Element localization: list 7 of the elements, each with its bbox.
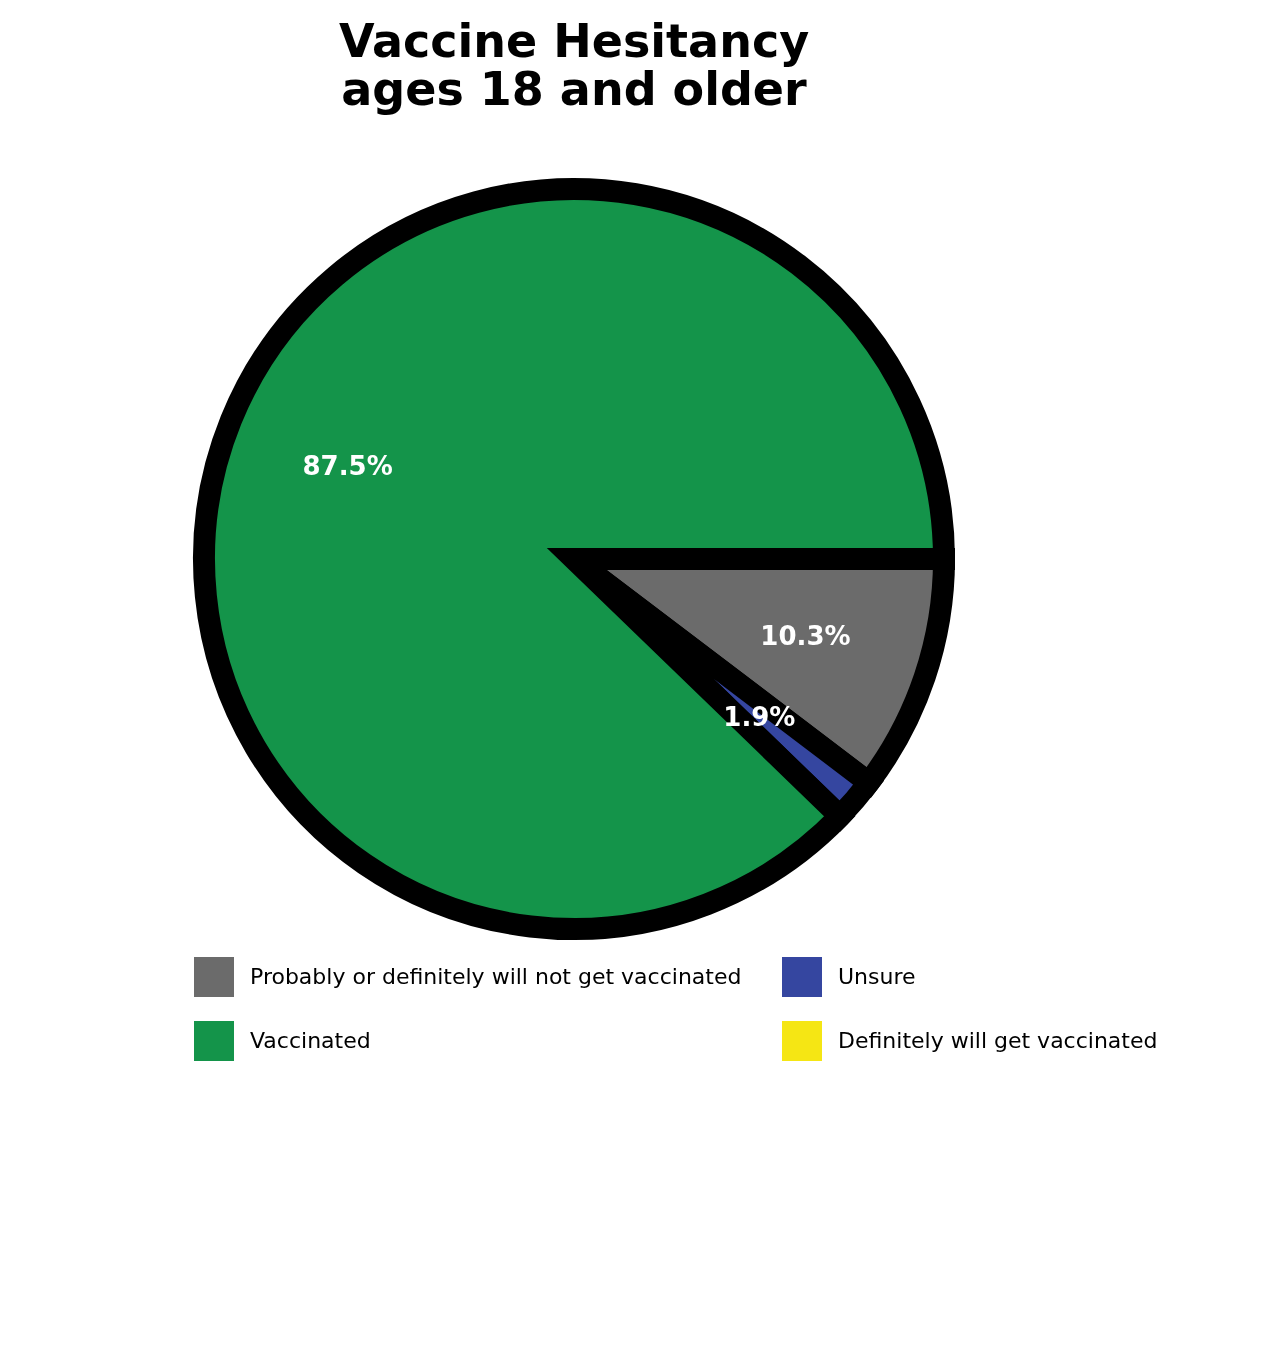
legend-label: Definitely will get vaccinated bbox=[838, 1028, 1158, 1053]
chart-title: Vaccine Hesitancy ages 18 and older bbox=[338, 14, 810, 116]
legend-label: Vaccinated bbox=[250, 1028, 371, 1053]
legend-label: Unsure bbox=[838, 964, 916, 989]
data-label: 87.5% bbox=[302, 451, 393, 482]
data-label: 10.3% bbox=[760, 620, 851, 651]
legend-label: Probably or definitely will not get vaccinated bbox=[250, 964, 742, 989]
